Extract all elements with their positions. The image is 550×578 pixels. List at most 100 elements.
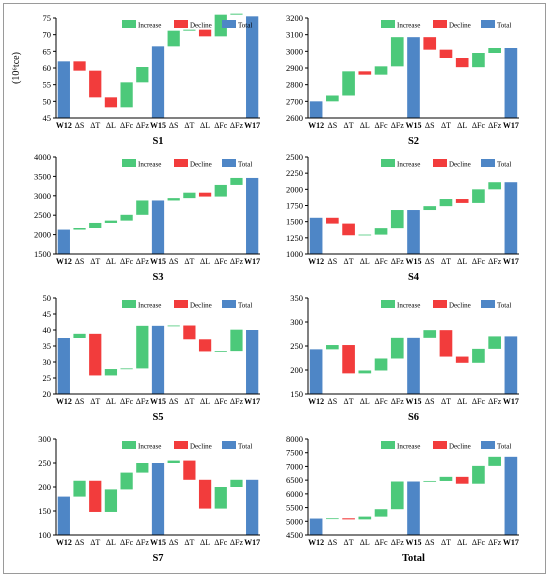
x-tick-label: W17 <box>503 257 519 266</box>
bar-increase <box>230 329 243 352</box>
bar-total <box>309 518 323 535</box>
x-tick-label: W15 <box>150 538 166 547</box>
x-tick-label: ΔL <box>457 397 467 406</box>
legend-label-increase: Increase <box>397 443 420 451</box>
chart-title: S6 <box>408 412 419 423</box>
x-tick-label: ΔFc <box>214 121 228 130</box>
y-tick-label: 3500 <box>34 171 51 181</box>
bar-increase <box>472 189 485 203</box>
x-tick-label: ΔS <box>328 397 338 406</box>
x-tick-label: W17 <box>244 538 260 547</box>
bar-decline <box>455 476 469 484</box>
x-tick-label: ΔFc <box>472 538 486 547</box>
x-tick-label: ΔFz <box>136 121 150 130</box>
x-tick-label: W15 <box>150 397 166 406</box>
bar-decline <box>423 37 437 50</box>
y-tick-label: 250 <box>290 341 303 351</box>
bar-increase <box>230 177 243 185</box>
bar-increase <box>104 489 118 512</box>
x-tick-label: ΔL <box>106 121 116 130</box>
y-tick-label: 4000 <box>34 152 51 162</box>
bar-total <box>151 46 165 118</box>
x-tick-label: ΔFc <box>214 397 228 406</box>
x-tick-label: ΔFz <box>136 257 150 266</box>
legend-label-total: Total <box>497 302 511 310</box>
x-tick-label: ΔS <box>328 121 338 130</box>
x-tick-label: ΔFz <box>391 397 405 406</box>
x-tick-label: ΔT <box>90 257 100 266</box>
x-tick-label: ΔT <box>441 121 451 130</box>
legend-swatch-decline <box>174 20 188 28</box>
x-tick-label: ΔL <box>106 397 116 406</box>
bar-increase <box>120 82 133 108</box>
x-tick-label: ΔS <box>75 538 85 547</box>
x-tick-label: W12 <box>56 538 72 547</box>
bar-increase <box>104 369 118 376</box>
bar-increase <box>120 472 133 490</box>
y-tick-label: 100 <box>38 530 51 540</box>
legend-label-increase: Increase <box>138 22 161 30</box>
y-tick-label: 2700 <box>286 96 303 106</box>
x-tick-label: ΔFc <box>120 397 134 406</box>
x-tick-label: ΔL <box>200 121 210 130</box>
bar-increase <box>214 351 227 352</box>
bar-decline <box>342 345 355 374</box>
bar-decline <box>455 199 469 203</box>
x-tick-label: ΔFc <box>214 538 228 547</box>
bar-increase <box>183 29 196 31</box>
bar-increase <box>423 480 437 482</box>
legend-label-decline: Decline <box>449 161 471 169</box>
bar-increase <box>423 330 437 338</box>
legend-label-decline: Decline <box>190 22 212 30</box>
legend-swatch-total <box>481 20 495 28</box>
x-tick-label: ΔS <box>75 121 85 130</box>
x-tick-label: ΔL <box>106 257 116 266</box>
legend-swatch-total <box>222 441 236 449</box>
bar-increase <box>472 465 485 484</box>
x-tick-label: W12 <box>308 538 324 547</box>
x-tick-label: ΔFz <box>391 538 405 547</box>
bar-increase <box>214 487 227 509</box>
y-tick-label: 7500 <box>286 448 303 458</box>
y-tick-label: 30 <box>43 357 52 367</box>
x-tick-label: ΔL <box>200 538 210 547</box>
legend-swatch-decline <box>174 159 188 167</box>
bar-increase <box>472 348 485 363</box>
y-tick-label: 300 <box>290 317 303 327</box>
x-tick-label: ΔS <box>425 121 435 130</box>
x-tick-label: ΔL <box>360 538 370 547</box>
bar-decline <box>342 518 355 520</box>
x-tick-label: ΔT <box>90 397 100 406</box>
x-tick-label: W12 <box>308 397 324 406</box>
legend-label-increase: Increase <box>397 22 420 30</box>
legend-swatch-decline <box>433 441 447 449</box>
chart-panel-s4: 1000 1250 1500 1750 2000 2250 2500 W12 ΔS ΔT ΔL ΔFc… <box>286 152 519 283</box>
bar-total <box>151 200 165 254</box>
bar-increase <box>183 192 196 199</box>
bar-decline <box>455 356 469 363</box>
legend-label-total: Total <box>238 302 252 310</box>
bar-increase <box>358 516 372 520</box>
y-tick-label: 5000 <box>286 516 303 526</box>
x-tick-label: W15 <box>406 538 422 547</box>
x-tick-label: ΔFc <box>374 257 388 266</box>
x-tick-label: ΔFz <box>391 257 405 266</box>
legend-label-decline: Decline <box>190 443 212 451</box>
x-tick-label: W15 <box>406 121 422 130</box>
bar-increase <box>488 336 501 349</box>
x-tick-label: ΔFz <box>488 538 502 547</box>
bar-total <box>246 16 259 118</box>
bar-increase <box>326 95 339 102</box>
bar-decline <box>198 192 212 197</box>
x-tick-label: ΔS <box>169 397 179 406</box>
bar-total <box>407 210 420 254</box>
bar-increase <box>167 198 180 201</box>
bar-increase <box>488 182 501 190</box>
y-tick-label: 40 <box>43 325 52 335</box>
bar-total <box>309 101 323 118</box>
chart-title: S2 <box>408 136 419 147</box>
bar-decline <box>183 325 196 340</box>
